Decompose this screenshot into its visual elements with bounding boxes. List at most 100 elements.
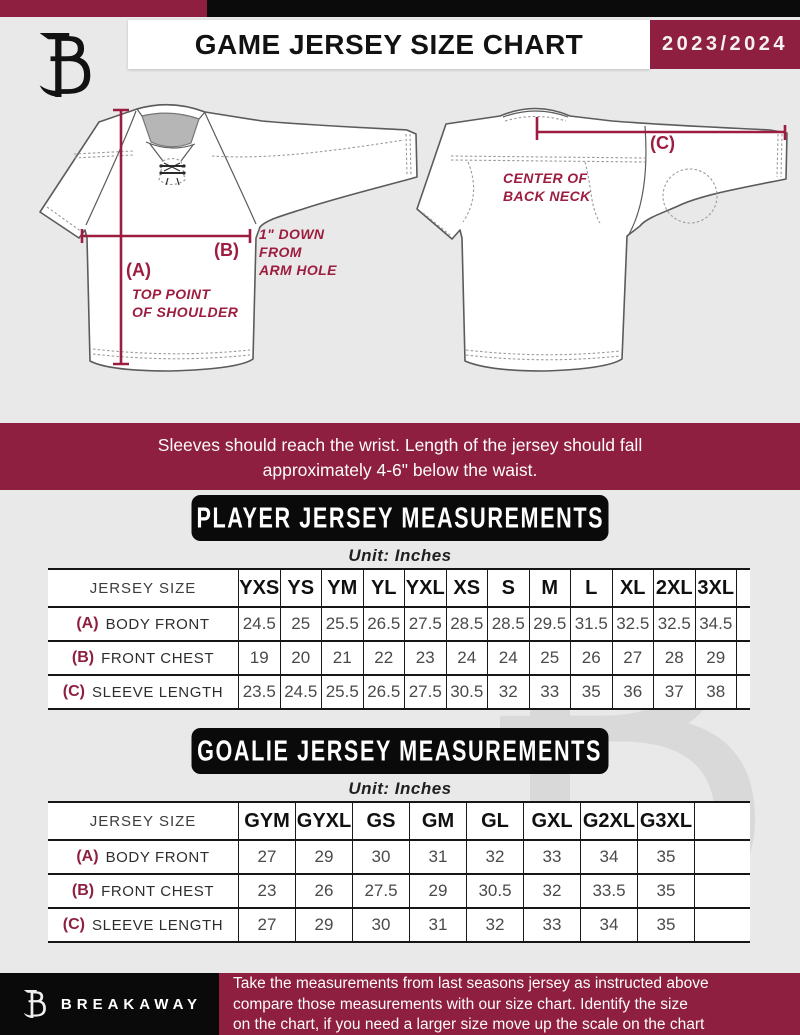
- table-overhang: [694, 875, 750, 907]
- measurement-row: (B) FRONT CHEST 19 20 21 22 23 24 24 25 26 27 28 29: [48, 642, 750, 676]
- measurement-value: 25.5: [321, 676, 363, 708]
- measurement-row-label: (A) BODY FRONT: [76, 848, 210, 866]
- player-measurements-table: JERSEY SIZE YXS YS YM YL YXL XS S M L XL 2XL 3XL (A) B…: [48, 568, 750, 710]
- armhole-caption: 1" DOWN FROM ARM HOLE: [259, 226, 337, 278]
- measurement-value: 23.5: [238, 676, 280, 708]
- measurement-value: 33: [523, 841, 580, 873]
- measurement-value: 24.5: [279, 676, 322, 708]
- size-column-header: GL: [466, 803, 523, 839]
- measurement-value: 35: [637, 841, 694, 873]
- size-column-header: L: [570, 570, 612, 606]
- measurement-value: 30: [352, 841, 409, 873]
- goalie-section-banner: GOALIE JERSEY MEASUREMENTS: [191, 728, 609, 774]
- size-column-header: GM: [409, 803, 466, 839]
- measurement-value: 28.5: [487, 608, 529, 640]
- size-column-header: G2XL: [580, 803, 637, 839]
- measurement-value: 26: [570, 642, 612, 674]
- measurement-value: 27.5: [404, 676, 446, 708]
- measurement-value: 26.5: [362, 676, 405, 708]
- measurement-value: 23: [238, 875, 295, 907]
- notice-line-1: Sleeves should reach the wrist. Length o…: [157, 435, 643, 455]
- measurement-value: 32: [466, 909, 523, 941]
- measurement-value: 32.5: [611, 608, 654, 640]
- measurement-value: 33.5: [580, 875, 637, 907]
- measurement-value: 35: [637, 909, 694, 941]
- front-jersey-drawing: [39, 103, 418, 372]
- measurement-value: 29: [295, 909, 352, 941]
- size-column-header: YXS: [238, 570, 280, 606]
- footer-instructions: Take the measurements from last seasons …: [219, 973, 800, 1035]
- measurement-row: (A) BODY FRONT 27 29 30 31 32 33 34 35: [48, 841, 750, 875]
- measurement-row-label: (C) SLEEVE LENGTH: [62, 683, 224, 701]
- goalie-section-title: GOALIE JERSEY MEASUREMENTS: [197, 734, 603, 767]
- shoulder-caption: TOP POINT OF SHOULDER: [132, 286, 239, 320]
- size-column-header: G3XL: [637, 803, 694, 839]
- measurement-row: (C) SLEEVE LENGTH 23.5 24.5 25.5 26.5 27.5 30.5…: [48, 676, 750, 710]
- measurement-value: 28.5: [445, 608, 488, 640]
- size-column-header: YXL: [404, 570, 446, 606]
- table-overhang: [694, 841, 750, 873]
- measurement-value: 31: [409, 909, 466, 941]
- measurement-value: 27.5: [352, 875, 409, 907]
- measurement-value: 26.5: [362, 608, 405, 640]
- measurement-row: (C) SLEEVE LENGTH 27 29 30 31 32 33 34 35: [48, 909, 750, 943]
- table-overhang: [694, 803, 750, 839]
- table-overhang: [736, 570, 750, 606]
- measurement-row-label: (B) FRONT CHEST: [71, 882, 215, 900]
- measurement-line-c: [535, 117, 787, 140]
- measurement-value: 33: [528, 676, 571, 708]
- size-column-header: GXL: [523, 803, 580, 839]
- label-a: (A): [126, 260, 151, 280]
- measurement-value: 36: [611, 676, 654, 708]
- measurement-value: 29: [694, 642, 737, 674]
- measurement-row-label: (C) SLEEVE LENGTH: [62, 916, 224, 934]
- top-strip-black: [207, 0, 800, 17]
- footer-brand-block: BREAKAWAY: [0, 973, 219, 1035]
- back-neck-caption: CENTER OF BACK NECK: [503, 170, 591, 204]
- measurement-value: 34: [580, 841, 637, 873]
- measurement-value: 24.5: [238, 608, 280, 640]
- measurement-line-b: [80, 229, 252, 243]
- size-column-header: M: [528, 570, 571, 606]
- measurement-value: 29: [409, 875, 466, 907]
- size-column-header: 2XL: [653, 570, 695, 606]
- measurement-value: 32.5: [653, 608, 695, 640]
- season-label: 2023/2024: [661, 33, 789, 55]
- size-column-header: GS: [352, 803, 409, 839]
- measurement-value: 27: [238, 841, 295, 873]
- measurement-value: 35: [570, 676, 612, 708]
- measurement-value: 27.5: [404, 608, 446, 640]
- size-column-header: 3XL: [694, 570, 737, 606]
- breakaway-b-logo-footer-icon: [17, 987, 51, 1021]
- measurement-value: 24: [487, 642, 529, 674]
- measurement-value: 32: [487, 676, 529, 708]
- measurement-value: 31.5: [570, 608, 612, 640]
- measurement-value: 32: [466, 841, 523, 873]
- measurement-value: 22: [362, 642, 405, 674]
- table-overhang: [736, 676, 750, 708]
- measurement-value: 37: [653, 676, 695, 708]
- fit-notice-banner: Sleeves should reach the wrist. Length o…: [0, 423, 800, 490]
- measurement-row-label: (B) FRONT CHEST: [71, 649, 215, 667]
- measurement-value: 35: [637, 875, 694, 907]
- table-overhang: [736, 608, 750, 640]
- table-row-header: JERSEY SIZE: [89, 579, 197, 597]
- goalie-measurements-table: JERSEY SIZE GYM GYXL GS GM GL GXL G2XL G3XL (A) BO…: [48, 801, 750, 943]
- goalie-unit-label: Unit: Inches: [348, 779, 452, 798]
- player-section-title: PLAYER JERSEY MEASUREMENTS: [196, 501, 604, 534]
- player-section-banner: PLAYER JERSEY MEASUREMENTS: [191, 495, 609, 541]
- measurement-row: (B) FRONT CHEST 23 26 27.5 29 30.5 32 33.5 35: [48, 875, 750, 909]
- measurement-value: 32: [523, 875, 580, 907]
- measurement-value: 38: [694, 676, 737, 708]
- measurement-value: 23: [404, 642, 446, 674]
- top-strip-maroon: [0, 0, 207, 17]
- title-banner: GAME JERSEY SIZE CHART: [128, 20, 650, 69]
- player-unit-label: Unit: Inches: [348, 546, 452, 565]
- table-row-header: JERSEY SIZE: [89, 812, 197, 830]
- size-column-header: YS: [279, 570, 322, 606]
- size-column-header: GYXL: [295, 803, 352, 839]
- table-overhang: [736, 642, 750, 674]
- measurement-value: 29: [295, 841, 352, 873]
- label-c: (C): [650, 133, 675, 153]
